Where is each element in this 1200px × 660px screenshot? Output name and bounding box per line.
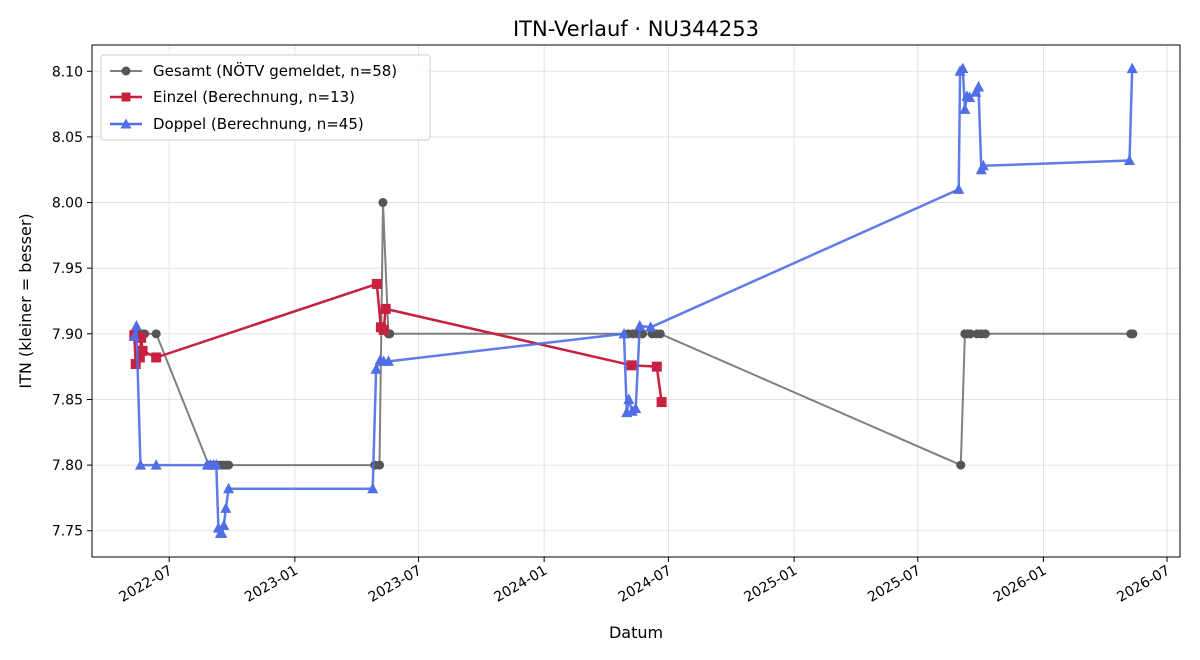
series-doppel [128,62,1138,538]
data-point-gesamt [375,460,385,470]
series-line-einzel [133,282,663,403]
data-point-einzel [378,324,389,335]
data-point-einzel [626,360,637,371]
data-point-doppel [634,319,646,331]
legend-label-einzel: Einzel (Berechnung, n=13) [153,88,355,106]
data-point-doppel [953,183,965,194]
data-point-doppel [1126,62,1138,74]
data-point-gesamt [378,198,388,208]
plot-frame [91,44,1181,558]
data-point-doppel [645,321,657,332]
legend-label-doppel: Doppel (Berechnung, n=45) [153,115,364,133]
data-point-einzel [151,352,162,363]
y-tick-label: 7.75 [52,524,83,540]
data-point-einzel [380,303,391,314]
y-tick-label: 7.90 [52,327,83,343]
legend-marker-triangle [120,118,132,129]
y-tick-label: 8.00 [52,196,83,212]
x-tick-label: 2024-01 [491,563,550,606]
data-point-doppel [964,91,976,103]
data-point-gesamt [1128,329,1138,339]
x-tick-label: 2023-01 [242,563,301,606]
x-tick-label: 2025-07 [865,563,924,606]
y-axis-ticks: 7.75 7.80 7.85 7.90 7.95 8.00 8.05 8.10 [52,64,92,540]
y-tick-label: 8.05 [52,130,83,146]
data-point-doppel [210,459,222,470]
y-tick-label: 8.10 [52,64,83,80]
data-point-doppel [959,103,971,114]
data-point-doppel [370,363,382,374]
y-tick-label: 7.80 [52,458,83,474]
legend-label-gesamt: Gesamt (NÖTV gemeldet, n=58) [153,61,397,80]
data-point-doppel [128,330,140,341]
data-point-einzel [371,278,382,289]
data-point-doppel [1123,154,1135,166]
data-point-doppel [216,527,228,538]
x-tick-label: 2024-07 [616,563,675,606]
series-einzel [129,278,667,408]
y-tick-label: 7.95 [52,261,83,277]
chart-title: ITN-Verlauf · NU344253 [513,17,759,41]
x-tick-label: 2023-07 [366,563,425,606]
legend-marker-square [121,92,131,102]
data-point-doppel [134,459,146,470]
data-point-einzel [656,397,667,408]
data-point-doppel [367,482,379,494]
legend-entry-einzel: Einzel (Berechnung, n=13) [110,88,355,106]
data-point-doppel [630,402,642,414]
data-point-doppel [970,86,982,97]
data-point-doppel [957,62,969,74]
data-point-einzel [651,361,662,372]
data-point-einzel [137,345,148,356]
legend: Gesamt (NÖTV gemeldet, n=58) Einzel (Ber… [100,54,431,141]
data-point-doppel [130,319,142,331]
data-point-gesamt [956,460,966,470]
x-axis-title: Datum [609,623,663,642]
data-point-doppel [977,159,989,171]
y-axis-title: ITN (kleiner = besser) [16,213,35,388]
data-point-gesamt [151,329,161,339]
data-point-doppel [223,482,235,494]
legend-box [100,54,431,141]
data-point-gesamt [965,329,975,339]
y-tick-label: 7.85 [52,392,83,408]
data-point-doppel [150,459,162,470]
x-axis-ticks: 2022-07 2023-01 2023-07 2024-01 2024-07 2025-… [117,557,1173,606]
legend-marker-circle [121,66,131,76]
data-point-gesamt [980,329,990,339]
x-tick-label: 2022-07 [117,563,176,606]
data-point-einzel [130,359,141,370]
data-point-einzel [134,352,145,363]
data-point-doppel [623,393,635,404]
legend-entry-gesamt: Gesamt (NÖTV gemeldet, n=58) [110,61,397,80]
data-point-doppel [218,519,230,530]
data-point-gesamt [655,329,665,339]
data-point-doppel [618,327,630,339]
series-layer [128,62,1138,538]
x-tick-label: 2026-07 [1114,563,1173,606]
data-point-doppel [973,81,985,92]
legend-entry-doppel: Doppel (Berechnung, n=45) [110,115,364,133]
x-tick-label: 2026-01 [991,563,1050,606]
data-point-gesamt [224,460,234,470]
x-tick-label: 2025-01 [741,563,800,606]
data-point-einzel [136,332,147,343]
data-point-doppel [220,502,232,513]
data-point-doppel [382,355,394,366]
